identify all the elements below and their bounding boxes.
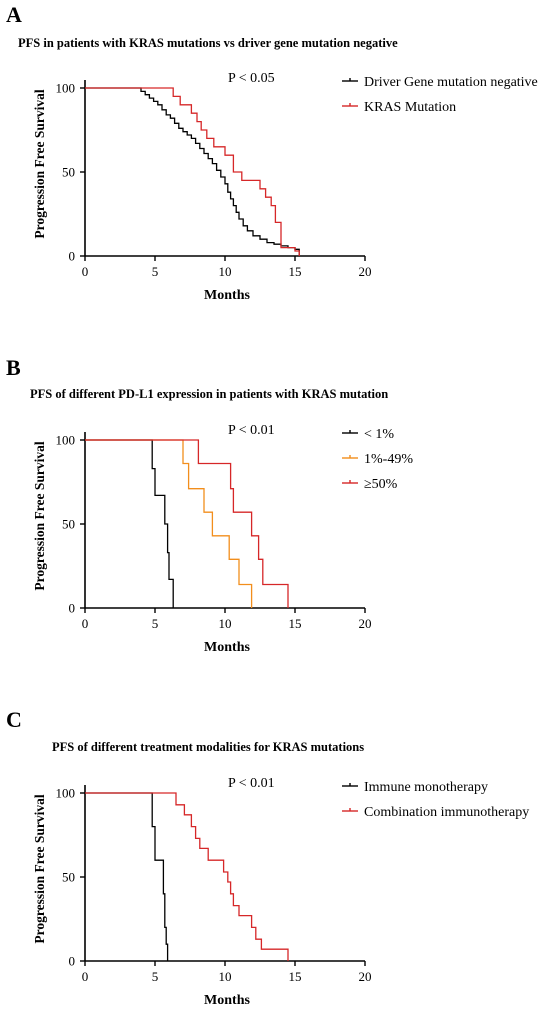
x-tick-label: 5	[152, 264, 159, 279]
x-tick-label: 0	[82, 969, 89, 984]
x-axis-label: Months	[204, 993, 250, 1008]
panel-letter: A	[6, 2, 22, 27]
x-axis-label: Months	[204, 288, 250, 303]
y-tick-label: 50	[62, 165, 75, 180]
legend-label: KRAS Mutation	[364, 100, 456, 115]
x-tick-label: 15	[289, 616, 302, 631]
y-tick-label: 50	[62, 517, 75, 532]
y-tick-label: 0	[69, 954, 76, 969]
km-chart: 0 5 10 15 20 0 50 100 Months Progression Free Sur…	[32, 71, 538, 303]
chart-title: PFS of different PD-L1 expression in pat…	[30, 387, 389, 401]
series-line	[85, 439, 289, 608]
legend-label: 1%-49%	[364, 452, 413, 467]
x-tick-label: 15	[289, 969, 302, 984]
x-tick-label: 10	[219, 264, 232, 279]
chart-title: PFS of different treatment modalities fo…	[52, 740, 365, 754]
panel-letter: B	[6, 355, 21, 380]
legend-label: Driver Gene mutation negative	[364, 75, 538, 90]
x-tick-label: 5	[152, 969, 159, 984]
series-line	[85, 792, 169, 961]
x-tick-label: 10	[219, 616, 232, 631]
y-tick-label: 100	[56, 433, 76, 448]
series-line	[85, 439, 253, 608]
series-line	[85, 87, 300, 256]
x-tick-label: 5	[152, 616, 159, 631]
legend-label: Immune monotherapy	[364, 780, 488, 795]
y-axis-label: Progression Free Survival	[32, 89, 47, 238]
legend-label: Combination immunotherapy	[364, 805, 529, 820]
chart-title: PFS in patients with KRAS mutations vs d…	[18, 36, 398, 50]
x-tick-label: 20	[359, 264, 372, 279]
p-value-annotation: P < 0.01	[228, 423, 275, 438]
x-tick-label: 10	[219, 969, 232, 984]
series-line	[85, 87, 300, 256]
legend-label: < 1%	[364, 427, 394, 442]
km-chart: 0 5 10 15 20 0 50 100 Months Progression Free Sur…	[32, 423, 413, 655]
x-axis-label: Months	[204, 640, 250, 655]
y-tick-label: 100	[56, 786, 76, 801]
y-tick-label: 100	[56, 81, 76, 96]
x-tick-label: 20	[359, 616, 372, 631]
series-line	[85, 792, 289, 961]
y-axis-label: Progression Free Survival	[32, 794, 47, 943]
y-tick-label: 0	[69, 249, 76, 264]
y-tick-label: 50	[62, 870, 75, 885]
series-line	[85, 439, 174, 608]
p-value-annotation: P < 0.01	[228, 776, 275, 791]
panel-letter: C	[6, 707, 22, 732]
y-axis-label: Progression Free Survival	[32, 441, 47, 590]
y-tick-label: 0	[69, 601, 76, 616]
p-value-annotation: P < 0.05	[228, 71, 275, 86]
km-chart: 0 5 10 15 20 0 50 100 Months Progression Free Sur…	[32, 776, 529, 1008]
legend-label: ≥50%	[364, 477, 398, 492]
x-tick-label: 15	[289, 264, 302, 279]
x-tick-label: 0	[82, 264, 89, 279]
x-tick-label: 0	[82, 616, 89, 631]
x-tick-label: 20	[359, 969, 372, 984]
